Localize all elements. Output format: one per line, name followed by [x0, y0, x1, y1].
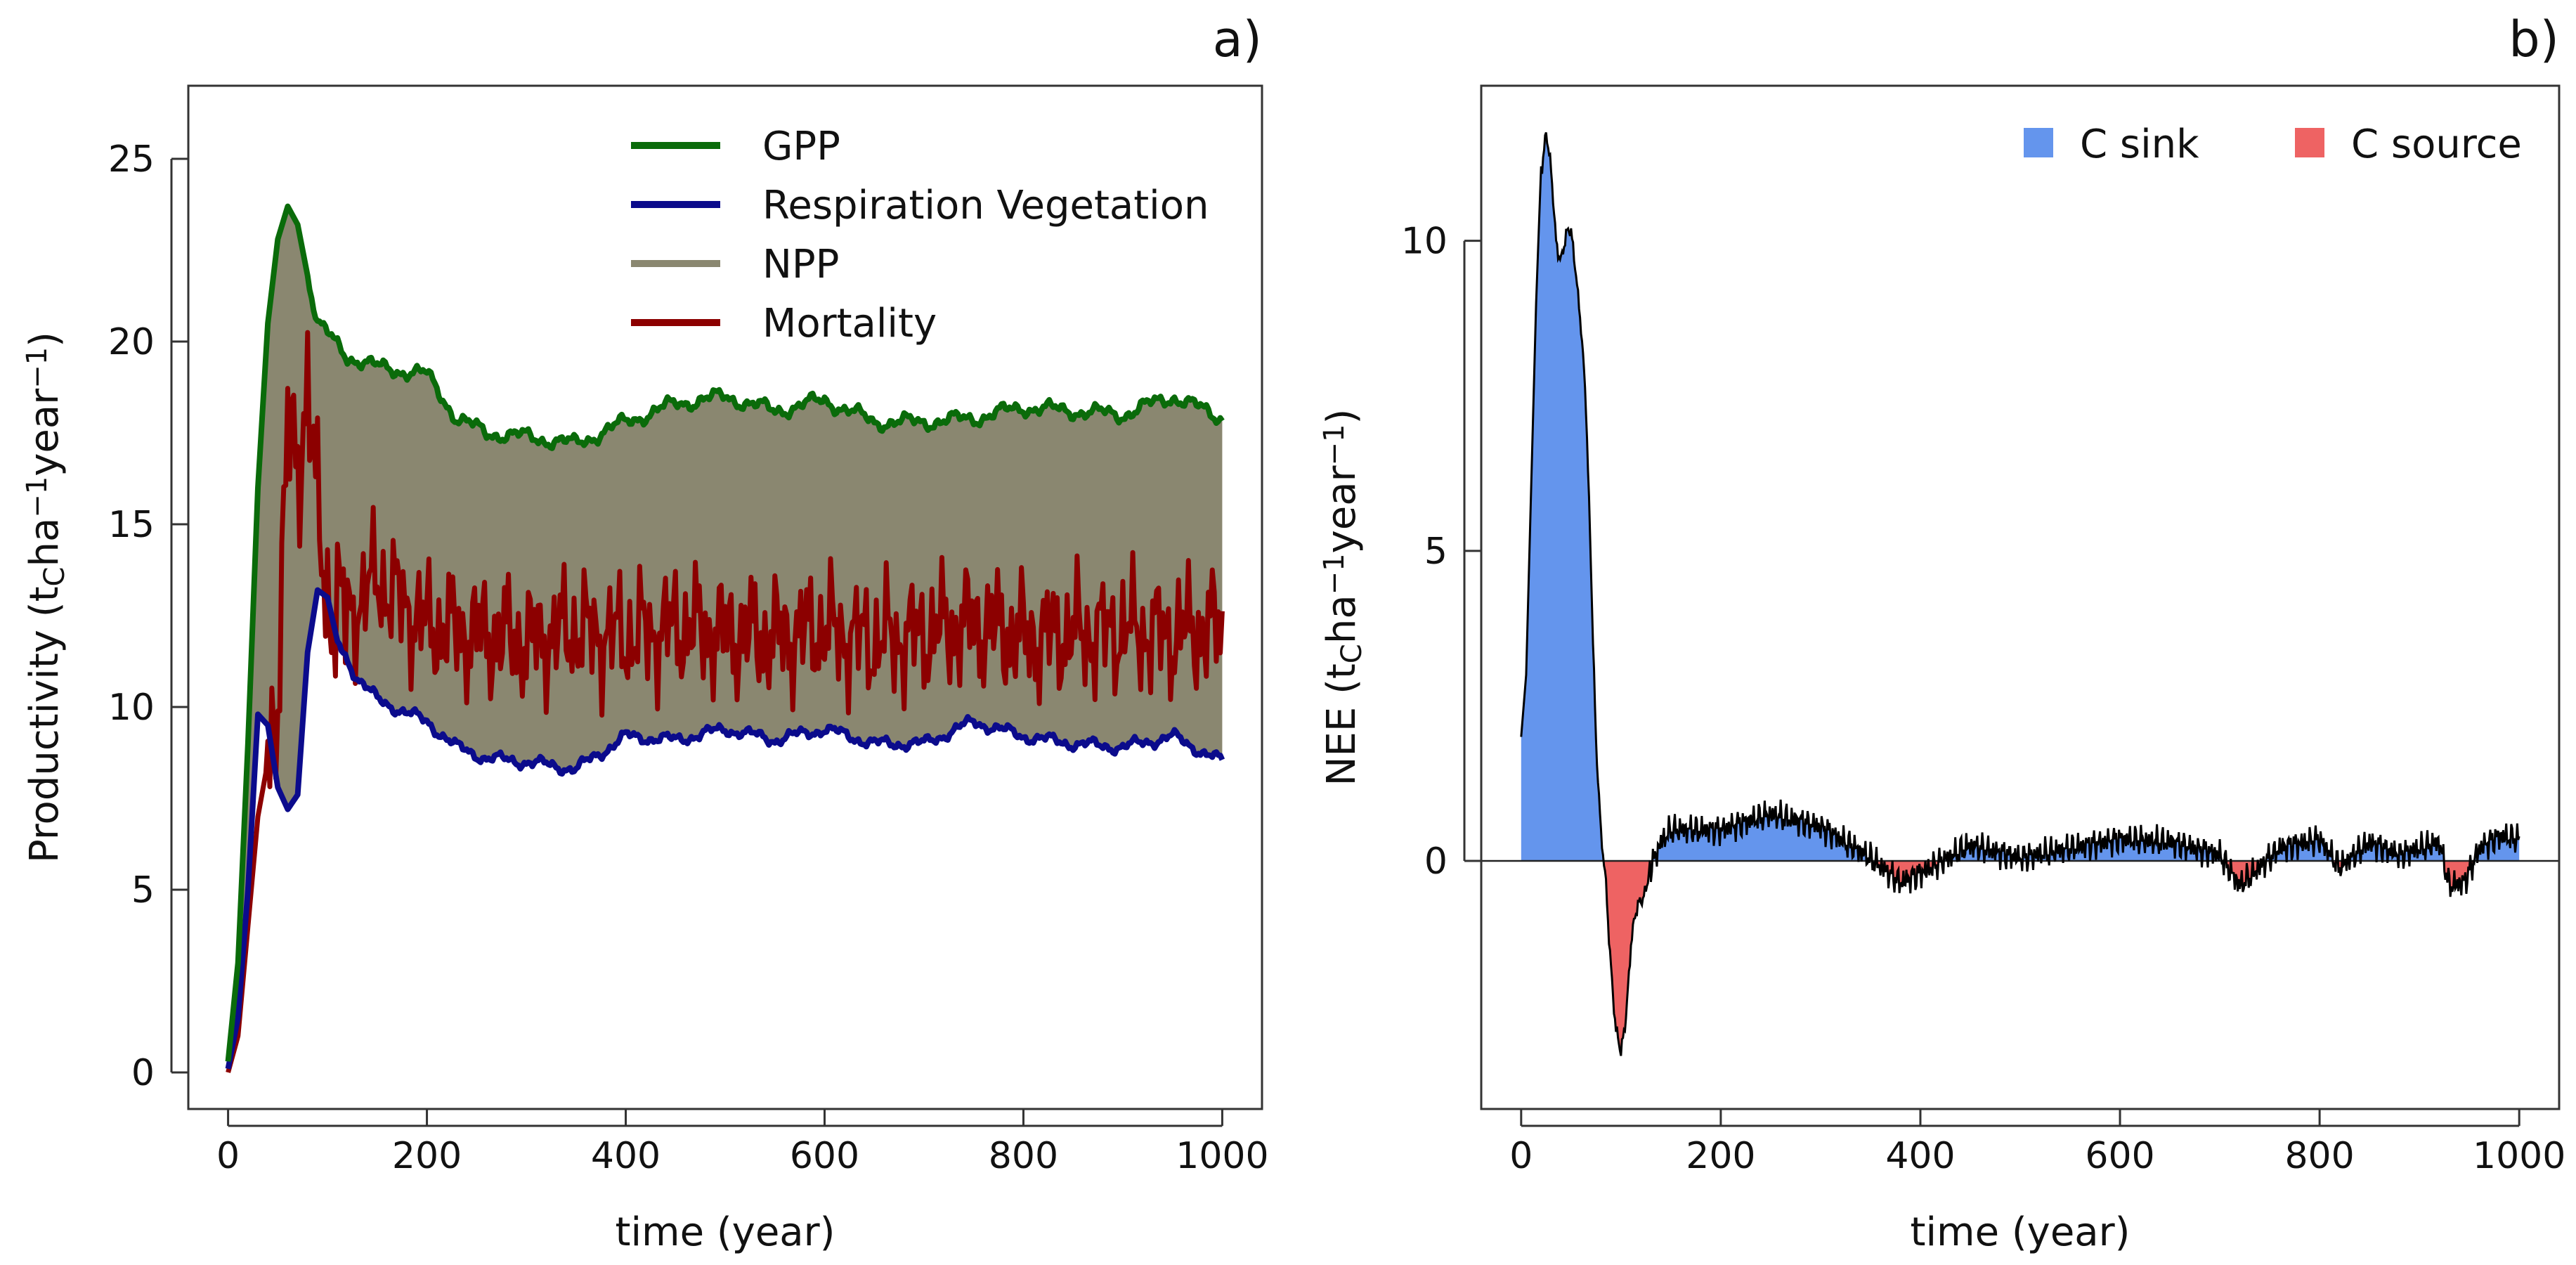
x-axis-title: time (year) [1911, 1209, 2131, 1255]
legend-label: C source [2351, 122, 2522, 167]
y-axis-title: NEE (tCha−1year−1) [1318, 409, 1368, 786]
y-tick-label: 0 [131, 1052, 155, 1094]
x-tick-label: 1000 [1176, 1135, 1268, 1177]
respiration-vegetation-line [225, 587, 1225, 1070]
y-axis-title-part: −1 [1318, 553, 1351, 595]
x-tick-label: 0 [1509, 1135, 1533, 1177]
y-tick-label: 0 [1424, 841, 1448, 883]
y-axis-title-part: ) [22, 332, 67, 347]
nee-area-layer [1481, 132, 2559, 1056]
y-axis-title-part: year [1319, 465, 1365, 553]
y-tick-label: 10 [1401, 221, 1448, 263]
y-axis-title-part: ha [22, 518, 67, 567]
y-tick-label: 25 [108, 138, 155, 181]
y-axis-title-part: Productivity (t [22, 586, 67, 863]
legend-swatch [2024, 128, 2053, 157]
axes-b: 0 200 400 600 800 1000 0 5 10 time (year) NEE (tCh… [1318, 221, 2565, 1255]
x-tick-label: 1000 [2473, 1135, 2565, 1177]
legend-a: GPP Respiration Vegetation NPP Mortality [631, 124, 1209, 346]
y-tick-label: 5 [131, 869, 155, 912]
series-layer-a [225, 203, 1225, 1073]
x-tick-label: 600 [2085, 1135, 2154, 1177]
y-axis-title-part: −1 [21, 476, 53, 518]
y-axis-title-part: ha [1319, 595, 1365, 644]
x-tick-label: 800 [989, 1135, 1058, 1177]
y-tick-label: 20 [108, 321, 155, 363]
mortality-line [226, 330, 1225, 1073]
x-tick-label: 800 [2284, 1135, 2354, 1177]
y-tick-label: 5 [1424, 531, 1448, 573]
x-tick-label: 0 [216, 1135, 240, 1177]
panel-label-a: a) [1213, 11, 1262, 68]
y-axis-title-part: NEE (t [1319, 663, 1365, 786]
y-axis-title-part: C [1336, 644, 1368, 663]
y-axis-title-part: −1 [1318, 424, 1351, 465]
plot-frame-b [1480, 84, 2561, 1110]
legend-b: C sink C source [2024, 122, 2522, 167]
x-tick-label: 400 [591, 1135, 661, 1177]
y-axis-title: Productivity (tCha−1year−1) [21, 332, 71, 863]
y-axis-title-part: −1 [21, 347, 53, 389]
legend-label: NPP [762, 242, 839, 287]
panel-label-b: b) [2509, 11, 2559, 68]
c-source-area [1521, 861, 2520, 1056]
panel-a: 0 200 400 600 800 1000 0 5 10 15 20 25 time (year) Pr… [21, 11, 1269, 1255]
legend-swatch [2295, 128, 2324, 157]
nee-line [1520, 131, 2520, 1056]
c-sink-area [1521, 132, 2520, 862]
legend-label: C sink [2080, 122, 2199, 167]
y-axis-title-part: C [39, 567, 71, 587]
legend-label: GPP [762, 124, 840, 169]
x-tick-label: 200 [1686, 1135, 1755, 1177]
x-tick-label: 400 [1885, 1135, 1955, 1177]
y-tick-label: 15 [108, 504, 155, 546]
y-tick-label: 10 [108, 687, 155, 729]
x-tick-label: 200 [392, 1135, 462, 1177]
x-axis-title: time (year) [616, 1209, 835, 1255]
x-tick-label: 600 [790, 1135, 859, 1177]
legend-label: Mortality [762, 301, 937, 346]
y-axis-title-part: year [22, 388, 67, 476]
plot-frame-a [187, 84, 1263, 1110]
y-axis-title-part: ) [1319, 409, 1365, 424]
gpp-line [225, 203, 1225, 1062]
legend-label: Respiration Vegetation [762, 183, 1209, 228]
panel-b: 0 200 400 600 800 1000 0 5 10 time (year) NEE (tCh… [1318, 11, 2565, 1255]
axes-a: 0 200 400 600 800 1000 0 5 10 15 20 25 time (year) Pr… [21, 138, 1269, 1255]
series-layer-b [1520, 131, 2520, 1056]
